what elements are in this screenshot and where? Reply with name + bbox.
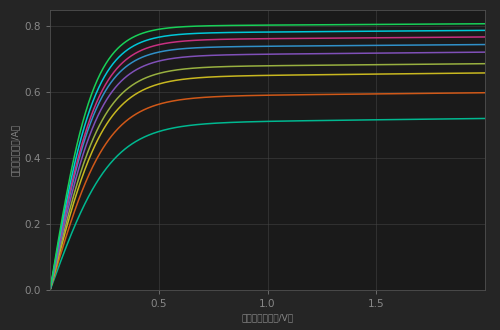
Y-axis label: 漏电流（漏电流/A）: 漏电流（漏电流/A） bbox=[12, 124, 20, 176]
X-axis label: 漏电压（漏电压/V）: 漏电压（漏电压/V） bbox=[242, 314, 294, 323]
